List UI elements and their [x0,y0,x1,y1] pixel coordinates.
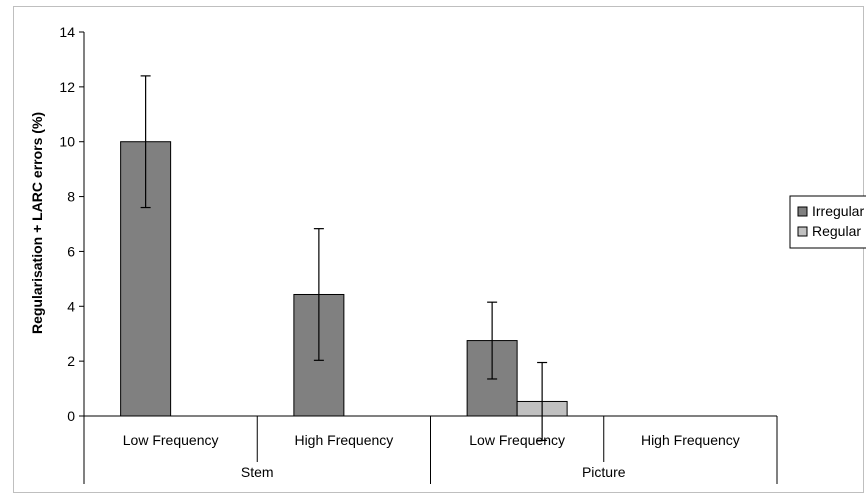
y-tick-label: 0 [67,408,75,424]
x-category-label: Low Frequency [469,432,565,448]
x-category-label: Low Frequency [123,432,219,448]
x-category-label: High Frequency [294,432,393,448]
legend-swatch-regular [797,226,808,237]
y-tick-label: 4 [67,298,75,314]
legend-label-regular: Regular [812,223,861,239]
legend: Irregular Regular [789,195,866,249]
x-category-label: High Frequency [641,432,740,448]
legend-box [789,195,866,249]
y-tick-label: 6 [67,243,75,259]
chart-frame [13,6,864,493]
x-group-label: Stem [241,464,274,480]
x-group-label: Picture [582,464,626,480]
y-tick-label: 12 [59,79,75,95]
y-tick-label: 8 [67,189,75,205]
legend-label-irregular: Irregular [812,203,864,219]
y-axis-label: Regularisation + LARC errors (%) [29,112,45,334]
legend-swatch-irregular [797,206,808,217]
y-tick-label: 10 [59,134,75,150]
plot-area: 0 2 4 6 8 10 12 14 Low Frequency High Frequency Lo… [59,24,778,484]
y-tick-label: 2 [67,353,75,369]
y-tick-label: 14 [59,24,75,40]
